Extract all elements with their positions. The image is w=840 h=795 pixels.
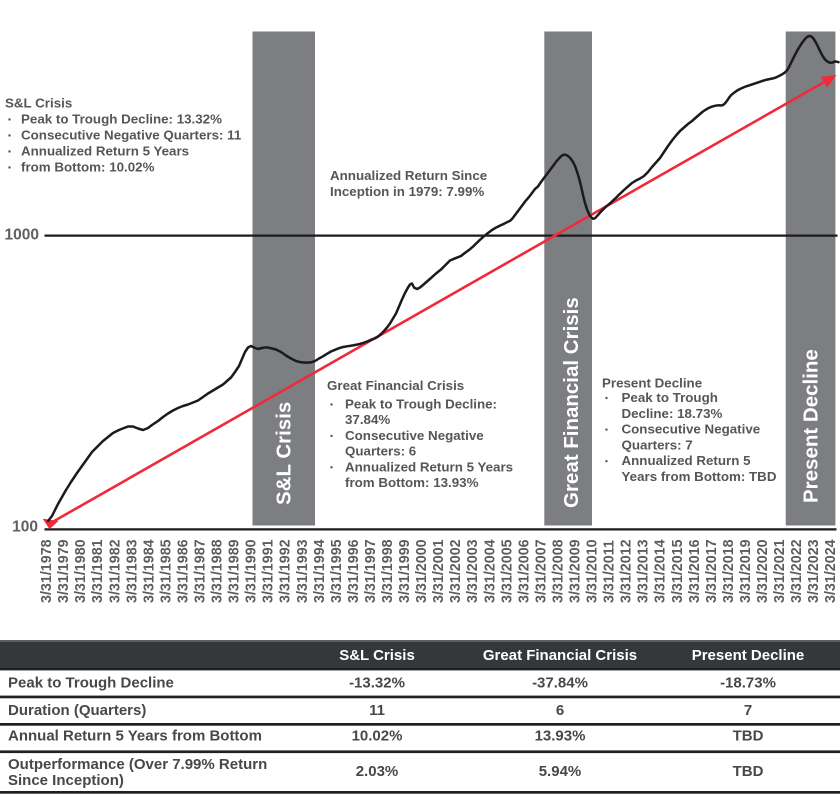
svg-text:3/31/2022: 3/31/2022 (789, 539, 805, 603)
svg-text:3/31/1984: 3/31/1984 (141, 539, 157, 603)
svg-text:Annualized Return Since: Annualized Return Since (330, 168, 487, 183)
svg-text:3/31/2011: 3/31/2011 (602, 540, 618, 603)
svg-text:Duration (Quarters): Duration (Quarters) (8, 702, 146, 719)
svg-text:3/31/2005: 3/31/2005 (499, 539, 515, 603)
svg-text:Outperformance (Over 7.99% Ret: Outperformance (Over 7.99% Return (8, 756, 267, 773)
svg-text:3/31/2007: 3/31/2007 (533, 539, 549, 603)
svg-text:3/31/2019: 3/31/2019 (738, 539, 754, 603)
svg-text:Since Inception): Since Inception) (8, 772, 124, 789)
svg-text:3/31/2017: 3/31/2017 (704, 539, 720, 603)
svg-text:Peak to Trough Decline: Peak to Trough Decline (8, 674, 174, 691)
svg-text:2.03%: 2.03% (356, 763, 399, 780)
svg-text:3/31/1987: 3/31/1987 (193, 539, 209, 603)
svg-text:100: 100 (12, 519, 38, 536)
svg-text:S&L Crisis: S&L Crisis (273, 402, 296, 505)
svg-text:Peak to Trough: Peak to Trough (622, 390, 718, 405)
svg-text:7: 7 (744, 702, 752, 719)
svg-text:3/31/1980: 3/31/1980 (73, 539, 89, 603)
svg-text:-18.73%: -18.73% (720, 674, 776, 691)
svg-text:Years from Bottom: TBD: Years from Bottom: TBD (622, 469, 777, 484)
svg-text:3/31/2024: 3/31/2024 (823, 539, 839, 603)
svg-text:Annualized Return 5: Annualized Return 5 (622, 453, 752, 468)
svg-text:3/31/1993: 3/31/1993 (295, 539, 311, 603)
svg-text:3/31/1992: 3/31/1992 (278, 539, 294, 603)
svg-text:TBD: TBD (733, 727, 764, 744)
svg-text:Quarters: 7: Quarters: 7 (622, 437, 693, 452)
svg-text:Consecutive Negative: Consecutive Negative (345, 428, 484, 443)
svg-text:3/31/1994: 3/31/1994 (312, 539, 328, 603)
svg-text:S&L Crisis: S&L Crisis (5, 96, 72, 111)
svg-text:37.84%: 37.84% (345, 412, 390, 427)
svg-text:Decline: 18.73%: Decline: 18.73% (622, 406, 723, 421)
svg-text:3/31/1982: 3/31/1982 (107, 539, 123, 603)
svg-text:3/31/2010: 3/31/2010 (585, 539, 601, 603)
svg-text:3/31/2015: 3/31/2015 (670, 539, 686, 603)
svg-text:3/31/1996: 3/31/1996 (346, 539, 362, 603)
svg-text:3/31/1995: 3/31/1995 (329, 539, 345, 603)
svg-text:3/31/1985: 3/31/1985 (158, 539, 174, 603)
svg-text:3/31/2018: 3/31/2018 (721, 539, 737, 603)
svg-text:Peak to Trough Decline:: Peak to Trough Decline: (345, 397, 497, 412)
svg-text:3/31/2009: 3/31/2009 (568, 539, 584, 603)
svg-text:3/31/2021: 3/31/2021 (772, 539, 788, 603)
svg-text:6: 6 (556, 702, 564, 719)
svg-text:3/31/2023: 3/31/2023 (806, 539, 822, 603)
svg-text:from Bottom: 10.02%: from Bottom: 10.02% (21, 160, 155, 175)
svg-text:3/31/2012: 3/31/2012 (619, 539, 635, 603)
svg-text:Quarters: 6: Quarters: 6 (345, 444, 416, 459)
svg-text:Annualized Return 5 Years: Annualized Return 5 Years (345, 459, 513, 474)
svg-text:3/31/1983: 3/31/1983 (124, 539, 140, 603)
svg-text:Peak to Trough Decline: 13.32%: Peak to Trough Decline: 13.32% (21, 112, 222, 127)
svg-text:10.02%: 10.02% (352, 727, 403, 744)
svg-text:3/31/2016: 3/31/2016 (687, 539, 703, 603)
svg-text:3/31/2000: 3/31/2000 (414, 539, 430, 603)
svg-text:3/31/2014: 3/31/2014 (653, 539, 669, 603)
svg-text:from Bottom: 13.93%: from Bottom: 13.93% (345, 475, 479, 490)
svg-text:Great Financial Crisis: Great Financial Crisis (327, 378, 464, 393)
svg-text:3/31/1999: 3/31/1999 (397, 539, 413, 603)
svg-text:3/31/2013: 3/31/2013 (636, 539, 652, 603)
svg-text:3/31/1981: 3/31/1981 (90, 539, 106, 603)
svg-text:1000: 1000 (5, 227, 39, 244)
svg-text:Annual Return 5 Years from Bot: Annual Return 5 Years from Bottom (8, 727, 262, 744)
svg-text:3/31/2008: 3/31/2008 (551, 539, 567, 603)
svg-text:3/31/2006: 3/31/2006 (516, 539, 532, 603)
svg-text:3/31/2001: 3/31/2001 (431, 539, 447, 603)
svg-text:3/31/2003: 3/31/2003 (465, 539, 481, 603)
svg-text:Great Financial Crisis: Great Financial Crisis (483, 647, 637, 664)
svg-text:3/31/1978: 3/31/1978 (39, 539, 55, 603)
svg-text:Present Decline: Present Decline (692, 647, 805, 664)
svg-text:Consecutive Negative Quarters:: Consecutive Negative Quarters: 11 (21, 128, 242, 143)
svg-text:-13.32%: -13.32% (349, 674, 405, 691)
svg-text:Great Financial Crisis: Great Financial Crisis (560, 297, 583, 508)
svg-text:TBD: TBD (733, 763, 764, 780)
svg-text:3/31/1986: 3/31/1986 (176, 539, 192, 603)
svg-text:3/31/1998: 3/31/1998 (380, 539, 396, 603)
svg-text:-37.84%: -37.84% (532, 674, 588, 691)
svg-text:3/31/1997: 3/31/1997 (363, 539, 379, 603)
svg-text:Present Decline: Present Decline (602, 376, 702, 391)
svg-text:3/31/1989: 3/31/1989 (227, 539, 243, 603)
svg-text:13.93%: 13.93% (535, 727, 586, 744)
svg-text:3/31/1990: 3/31/1990 (244, 539, 260, 603)
svg-text:S&L Crisis: S&L Crisis (339, 647, 415, 664)
svg-text:Present Decline: Present Decline (800, 349, 823, 503)
svg-text:3/31/1988: 3/31/1988 (210, 539, 226, 603)
svg-text:3/31/1979: 3/31/1979 (56, 539, 72, 603)
svg-text:3/31/1991: 3/31/1991 (261, 539, 277, 603)
svg-text:Annualized Return 5 Years: Annualized Return 5 Years (21, 144, 189, 159)
svg-text:3/31/2002: 3/31/2002 (448, 539, 464, 603)
svg-text:3/31/2004: 3/31/2004 (482, 539, 498, 603)
svg-text:Consecutive Negative: Consecutive Negative (622, 422, 761, 437)
svg-text:3/31/2020: 3/31/2020 (755, 539, 771, 603)
svg-text:5.94%: 5.94% (539, 763, 582, 780)
svg-text:11: 11 (369, 702, 385, 719)
svg-text:Inception in 1979: 7.99%: Inception in 1979: 7.99% (330, 184, 484, 199)
